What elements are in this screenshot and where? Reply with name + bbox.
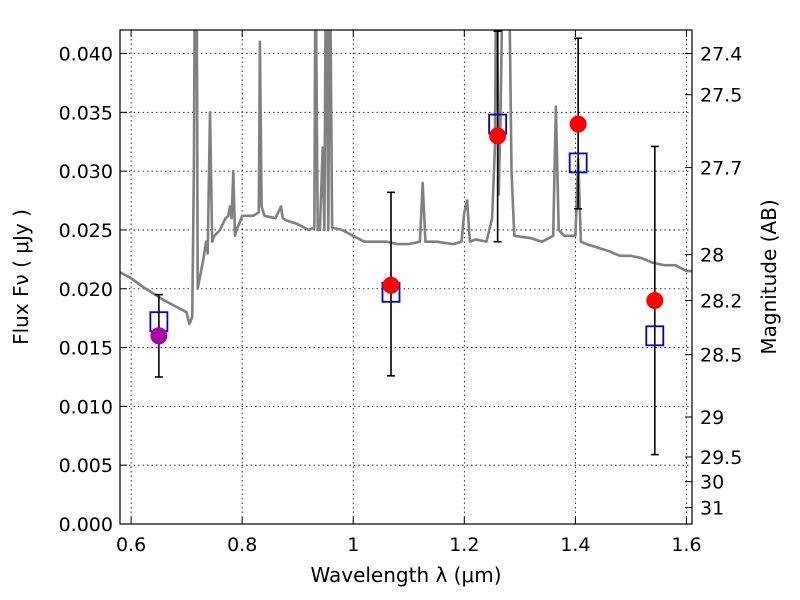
x-tick-label: 0.6	[116, 534, 146, 556]
observed-point	[489, 127, 507, 145]
right-tick-label: 29	[700, 407, 724, 429]
y-tick-label: 0.020	[59, 279, 113, 301]
right-tick-label: 30	[700, 472, 724, 494]
right-tick-label: 27.7	[700, 158, 742, 180]
data-area	[120, 30, 692, 326]
observed-point	[382, 276, 400, 294]
observed-point	[150, 327, 168, 345]
y-tick-label: 0.030	[59, 161, 113, 183]
plot-background	[120, 30, 692, 524]
model-photometry-square	[568, 152, 588, 174]
markers	[149, 113, 665, 347]
x-tick-label: 1	[347, 534, 359, 556]
ticks: 0.6 0.8 1 1.2 1.4 1.6 0.000 0.005 0.010 0.015 0.02…	[59, 30, 742, 556]
right-axis-title: Magnitude (AB)	[757, 199, 781, 354]
plot-frame	[119, 29, 693, 525]
right-tick-label: 29.5	[700, 447, 742, 469]
x-tick-label: 1.6	[671, 534, 701, 556]
right-tick-label: 28	[700, 245, 724, 267]
y-tick-label: 0.040	[59, 44, 113, 66]
y-tick-label: 0.010	[59, 396, 113, 418]
model-photometry-square	[645, 325, 665, 347]
y-tick-label: 0.035	[59, 102, 113, 124]
observed-point	[646, 292, 664, 310]
x-tick-label: 1.2	[449, 534, 479, 556]
y-tick-label: 0.025	[59, 220, 113, 242]
y-tick-label: 0.000	[59, 514, 113, 536]
y-tick-label: 0.005	[59, 455, 113, 477]
y-tick-label: 0.015	[59, 338, 113, 360]
x-tick-label: 0.8	[227, 534, 257, 556]
right-tick-label: 27.4	[700, 44, 742, 66]
observed-point	[569, 115, 587, 133]
x-tick-label: 1.4	[560, 534, 590, 556]
right-tick-label: 31	[700, 498, 724, 520]
right-tick-label: 28.5	[700, 345, 742, 367]
right-tick-label: 27.5	[700, 85, 742, 107]
right-tick-label: 28.2	[700, 291, 742, 313]
y-axis-title: Flux Fν ( μJy )	[9, 209, 33, 345]
x-axis-title: Wavelength λ (μm)	[310, 563, 501, 587]
spectrum-line	[120, 30, 692, 326]
